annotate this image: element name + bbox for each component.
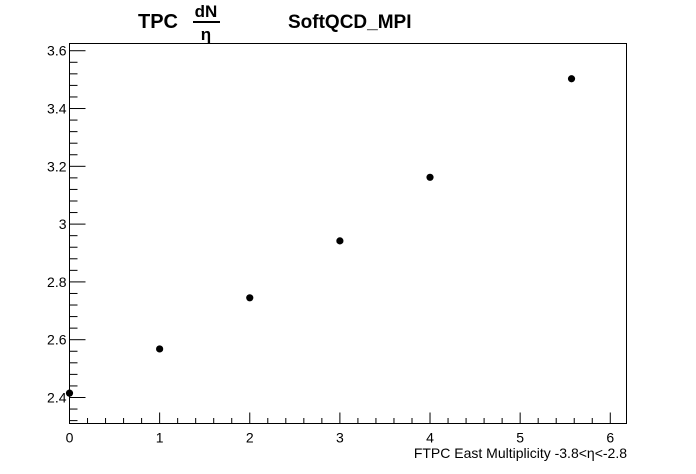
title-fraction-numerator: dN bbox=[195, 2, 218, 21]
y-tick-label: 3.2 bbox=[47, 158, 67, 174]
x-axis-title: FTPC East Multiplicity -3.8<η<-2.8 bbox=[414, 445, 627, 461]
data-point bbox=[567, 75, 576, 83]
plot-frame bbox=[69, 43, 627, 424]
y-axis: 2.4 2.6 2.8 3 3.2 3.4 3.6 bbox=[47, 43, 86, 422]
y-tick-label: 3.6 bbox=[47, 43, 67, 59]
y-tick-label: 3.4 bbox=[47, 101, 67, 117]
data-point bbox=[246, 294, 254, 302]
data-point bbox=[156, 345, 164, 353]
data-point bbox=[426, 173, 434, 181]
x-tick-label: 1 bbox=[156, 430, 164, 446]
x-tick-label: 3 bbox=[336, 430, 344, 446]
title-name: SoftQCD_MPI bbox=[288, 12, 412, 33]
y-tick-label: 2.4 bbox=[47, 389, 67, 405]
x-tick-label: 5 bbox=[516, 430, 524, 446]
y-tick-label: 3 bbox=[59, 216, 67, 232]
data-point bbox=[65, 389, 74, 397]
chart-title: TPC dN η SoftQCD_MPI bbox=[138, 2, 412, 44]
x-tick-label: 2 bbox=[246, 430, 254, 446]
x-tick-label: 0 bbox=[66, 430, 74, 446]
y-tick-label: 2.8 bbox=[47, 274, 67, 290]
y-tick-label: 2.6 bbox=[47, 332, 67, 348]
title-prefix: TPC bbox=[138, 11, 178, 33]
data-point bbox=[336, 237, 344, 245]
data-series bbox=[65, 75, 576, 397]
x-tick-label: 4 bbox=[426, 430, 434, 446]
x-tick-label: 6 bbox=[606, 430, 614, 446]
x-axis: 0 1 2 3 4 5 6 bbox=[66, 412, 614, 446]
title-fraction-denominator: η bbox=[201, 25, 211, 44]
